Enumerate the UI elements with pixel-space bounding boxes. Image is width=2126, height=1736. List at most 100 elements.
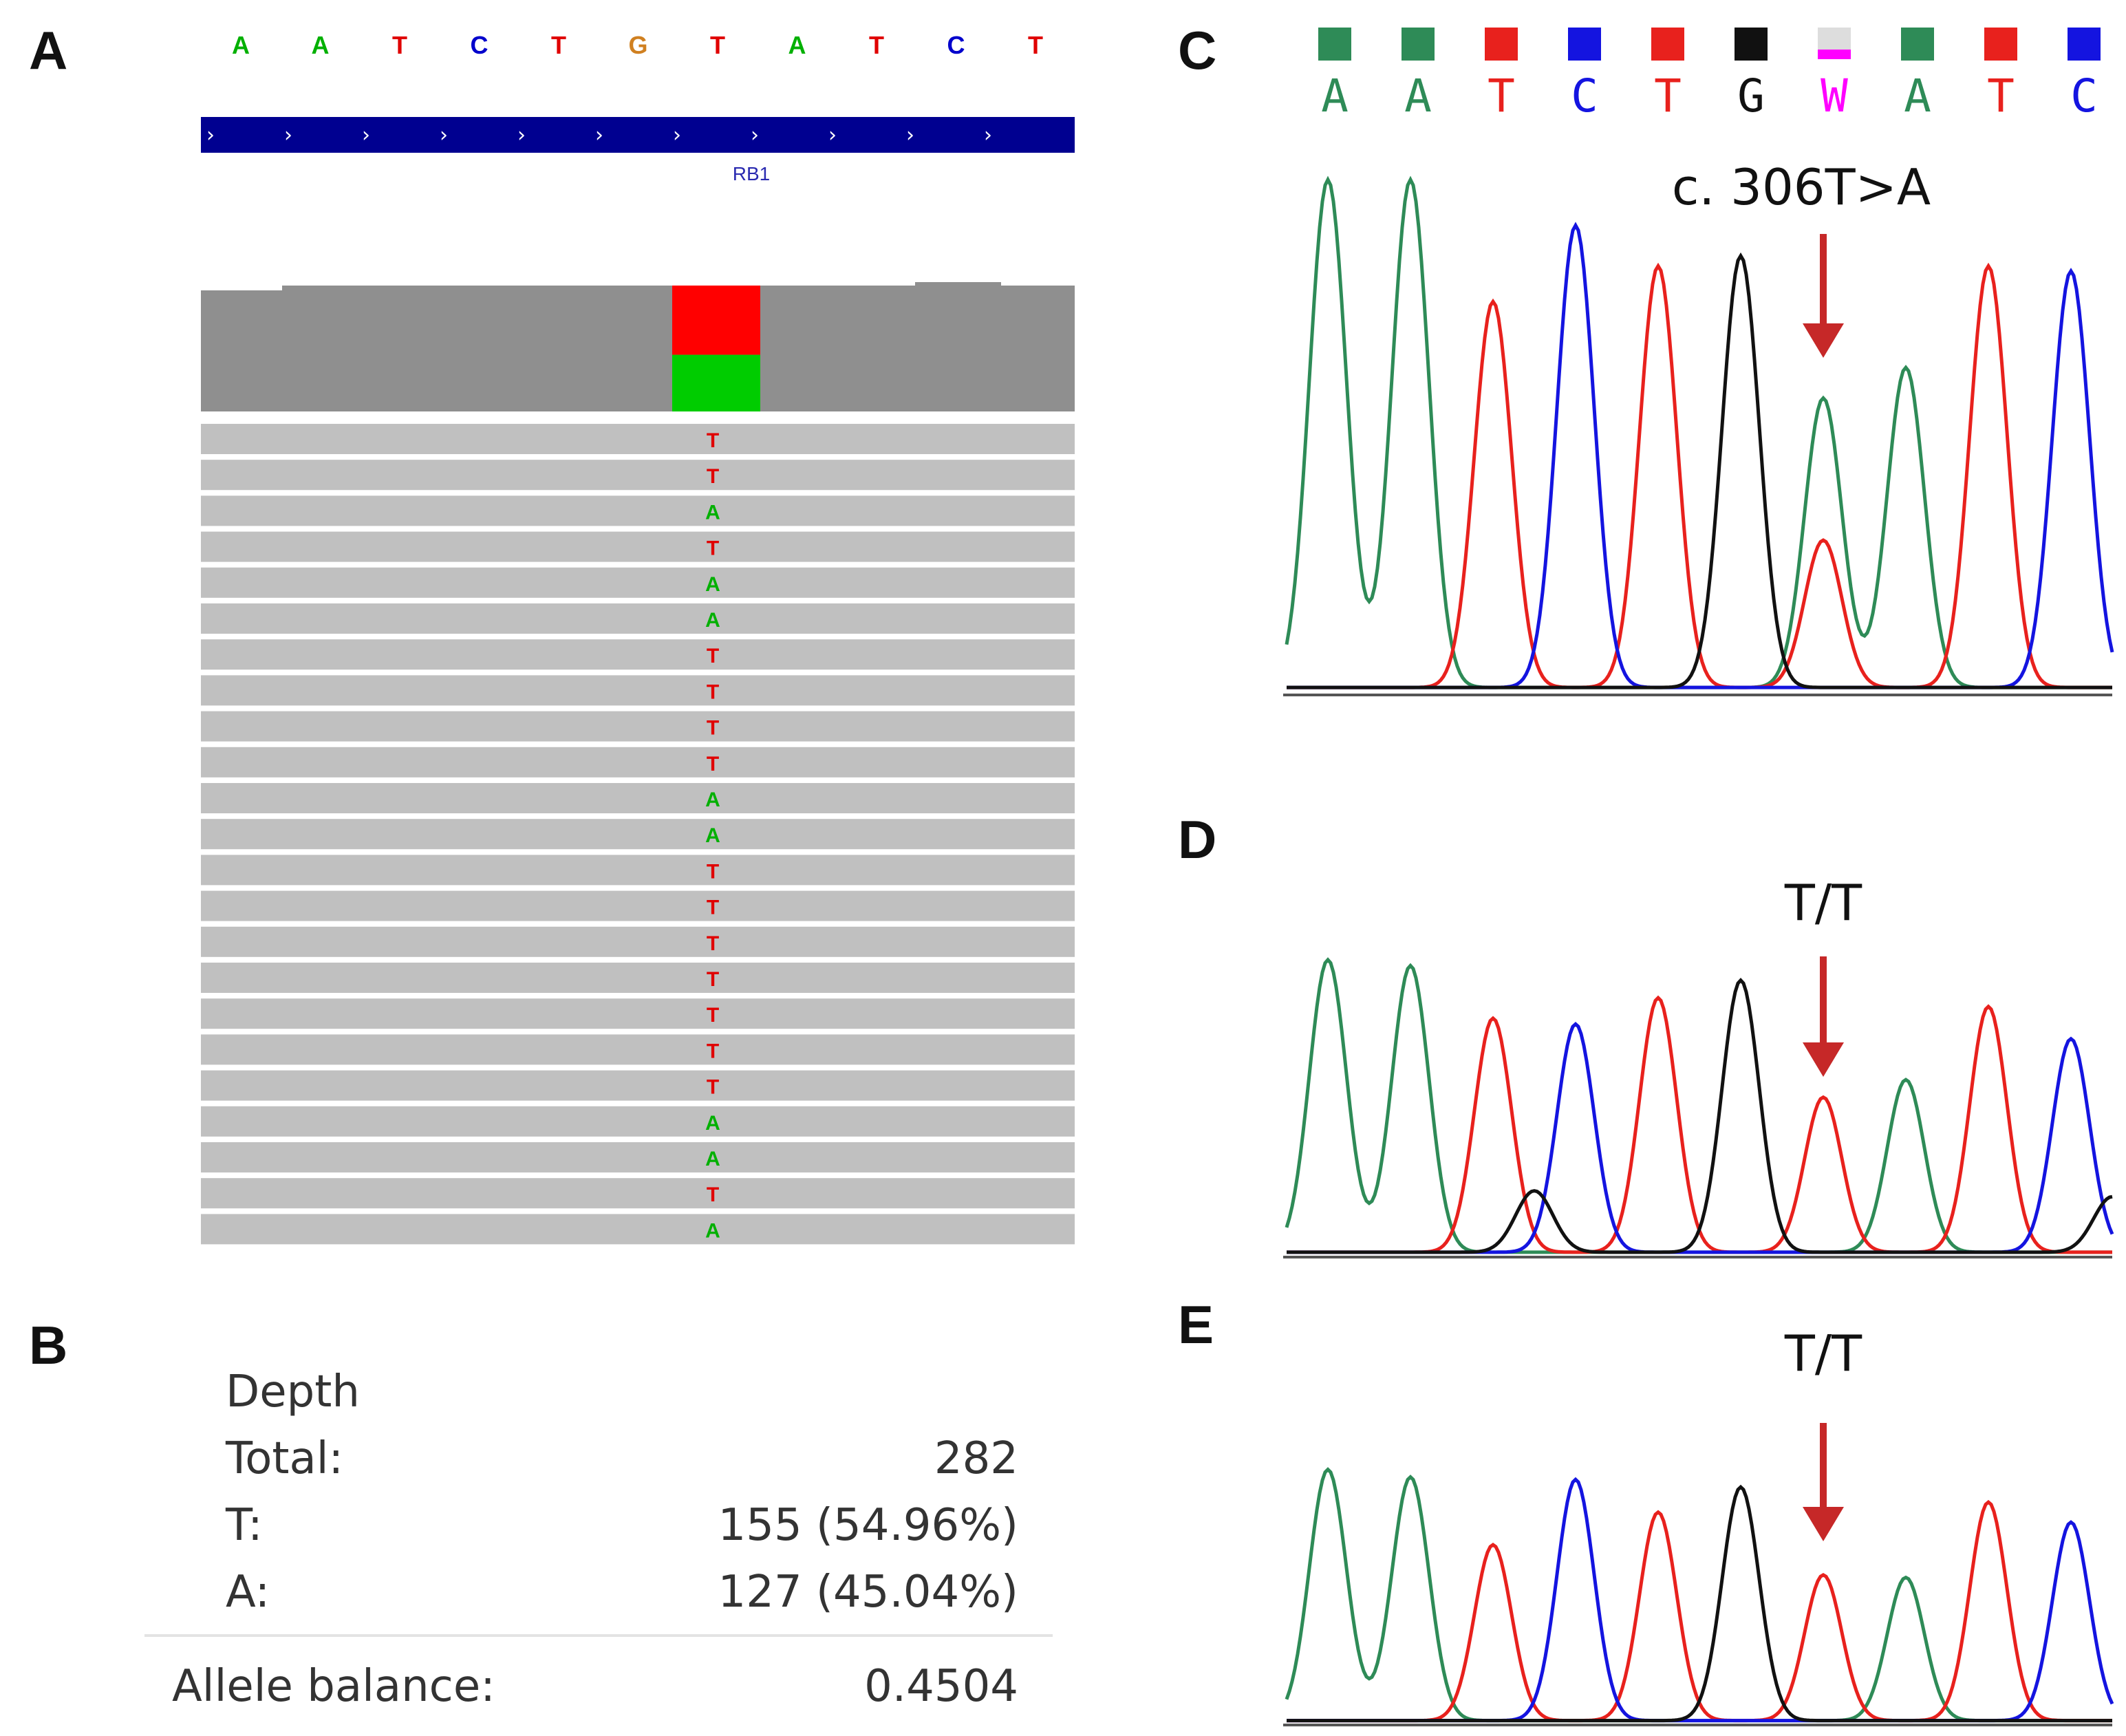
t-count-value: 155 (54.96%)	[718, 1500, 1018, 1551]
base-call-box	[1485, 28, 1518, 61]
read-base: T	[707, 1004, 719, 1027]
coverage-a-allele	[672, 354, 760, 411]
stats-divider	[144, 1634, 1053, 1637]
strand-arrow: ›	[517, 123, 526, 147]
read-row	[201, 1178, 1075, 1209]
a-count-value: 127 (45.04%)	[718, 1567, 1018, 1618]
allele-balance-value: 0.4504	[864, 1661, 1018, 1712]
variant-annotation-c: c. 306T>A	[1671, 158, 1931, 216]
read-base: A	[705, 1148, 720, 1170]
genotype-annotation-e: T/T	[1784, 1325, 1862, 1382]
read-base: T	[707, 1076, 719, 1099]
reference-base: T	[392, 31, 407, 59]
coverage-bar	[599, 286, 674, 411]
panel-label-d: D	[1178, 809, 1217, 870]
base-call-box	[1402, 28, 1435, 61]
reference-base: C	[471, 31, 488, 59]
reference-base: T	[869, 31, 884, 59]
read-row	[201, 855, 1075, 886]
base-call-letter: T	[1488, 69, 1515, 122]
reference-base: T	[1028, 31, 1043, 59]
coverage-bar	[519, 286, 602, 411]
base-call-box	[2068, 28, 2101, 61]
coverage-bar	[201, 290, 283, 411]
read-row	[201, 424, 1075, 454]
coverage-bar	[915, 282, 1001, 411]
base-call-box	[1735, 28, 1768, 61]
strand-arrow: ›	[595, 123, 603, 147]
base-call-letter: A	[1904, 69, 1931, 122]
read-base: T	[707, 681, 719, 703]
trace-g	[1287, 1484, 2112, 1723]
read-row	[201, 603, 1075, 634]
gene-strand-arrows: › › › › › › › › › › ›	[206, 123, 992, 147]
base-call-letter: A	[1321, 69, 1349, 122]
strand-arrow: ›	[440, 123, 448, 147]
read-base: T	[707, 897, 719, 919]
coverage-track	[201, 282, 1075, 411]
reference-base: T	[710, 31, 725, 59]
trace-c	[1287, 1022, 2114, 1254]
trace-g	[1287, 252, 2112, 689]
read-row	[201, 747, 1075, 778]
reference-base: T	[551, 31, 566, 59]
read-row	[201, 1214, 1075, 1245]
base-call-letter: T	[1654, 69, 1682, 122]
trace-a	[1285, 957, 2112, 1254]
coverage-bar	[361, 286, 444, 411]
gene-name-label: RB1	[733, 163, 770, 184]
base-call-letter: C	[2070, 69, 2098, 122]
read-base: T	[707, 860, 719, 883]
read-base: A	[705, 609, 720, 632]
reference-base: G	[628, 31, 647, 59]
strand-arrow: ›	[828, 123, 837, 147]
read-row	[201, 711, 1075, 742]
base-call-box	[1318, 28, 1351, 61]
read-base: A	[705, 789, 720, 811]
variant-arrow-head	[1803, 1042, 1844, 1077]
panel-label-b: B	[29, 1315, 68, 1375]
panel-label-c: C	[1178, 20, 1217, 81]
coverage-bar	[440, 286, 523, 411]
read-base: T	[707, 717, 719, 740]
base-call-letter: C	[1571, 69, 1598, 122]
base-call-box	[1818, 50, 1851, 59]
read-row	[201, 1034, 1075, 1065]
read-base: A	[705, 1112, 720, 1135]
read-base: T	[707, 537, 719, 560]
trace-c	[1287, 222, 2114, 689]
strand-arrow: ›	[362, 123, 370, 147]
read-row	[201, 819, 1075, 850]
variant-arrow-head	[1803, 1507, 1844, 1541]
read-base: T	[707, 968, 719, 991]
trace-g	[1287, 978, 2113, 1254]
read-row	[201, 567, 1075, 598]
strand-arrow: ›	[673, 123, 681, 147]
base-call-letter: W	[1821, 69, 1848, 122]
read-base: T	[707, 753, 719, 775]
reference-base: A	[232, 31, 250, 59]
read-row	[201, 1142, 1075, 1172]
read-base: A	[705, 1219, 720, 1242]
gene-track-bar	[201, 117, 1075, 153]
total-value: 282	[934, 1433, 1018, 1484]
base-call-box	[1901, 28, 1934, 61]
a-count-label: A:	[226, 1567, 270, 1618]
base-call-box	[1984, 28, 2017, 61]
strand-arrow: ›	[751, 123, 759, 147]
strand-arrow: ›	[206, 123, 215, 147]
chromatogram-c	[1283, 175, 2114, 696]
read-row	[201, 531, 1075, 562]
base-call-letter: A	[1404, 69, 1432, 122]
read-row	[201, 998, 1075, 1029]
strand-arrow: ›	[984, 123, 992, 147]
depth-heading: Depth	[226, 1367, 360, 1417]
t-count-label: T:	[226, 1500, 263, 1551]
coverage-bar	[836, 286, 922, 411]
base-call-letter: G	[1737, 69, 1765, 122]
read-row	[201, 926, 1075, 957]
